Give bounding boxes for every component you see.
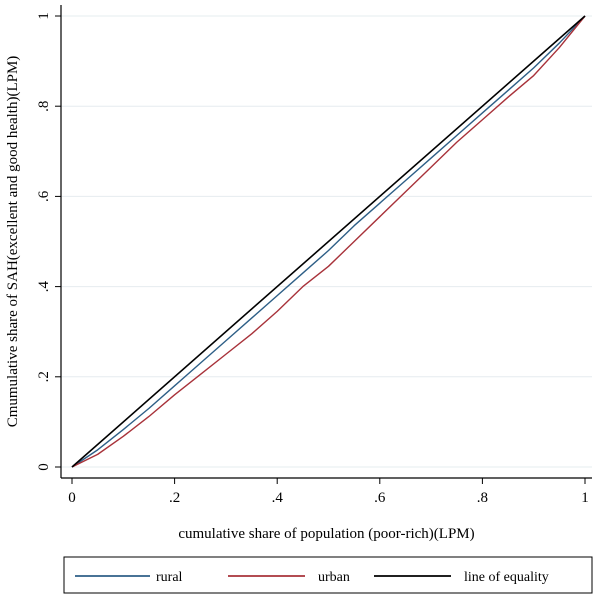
series-line-urban xyxy=(71,15,586,468)
tick-marks: 0 .2 .4 .6 .8 1 0 .2 .4 .6 .8 1 xyxy=(36,12,589,506)
x-tick-label-0: 0 xyxy=(68,490,76,506)
x-tick-label-4: .8 xyxy=(477,490,488,506)
y-tick-label-1: .2 xyxy=(36,371,52,382)
grid xyxy=(61,15,592,468)
y-tick-label-3: .6 xyxy=(36,190,52,202)
series-line-rural xyxy=(71,15,586,468)
x-tick-label-1: .2 xyxy=(169,490,180,506)
legend-label-line-of-equality: line of equality xyxy=(464,570,549,585)
legend: rural urban line of equality xyxy=(63,556,593,594)
y-axis-title: Cmumulative share of SAH(excellent and g… xyxy=(5,56,21,428)
legend-label-urban: urban xyxy=(318,570,350,585)
x-axis-title: cumulative share of population (poor-ric… xyxy=(178,526,474,542)
legend-label-rural: rural xyxy=(156,570,183,585)
legend-box xyxy=(63,556,593,594)
y-tick-label-5: 1 xyxy=(36,12,52,20)
y-tick-label-0: 0 xyxy=(36,463,52,471)
x-tick-label-2: .4 xyxy=(272,490,284,506)
series-lines xyxy=(71,15,586,468)
x-tick-label-5: 1 xyxy=(581,490,589,506)
series-line-line-of-equality xyxy=(71,15,586,468)
y-tick-label-2: .4 xyxy=(36,280,52,292)
y-tick-label-4: .8 xyxy=(36,101,52,112)
x-tick-label-3: .6 xyxy=(374,490,386,506)
